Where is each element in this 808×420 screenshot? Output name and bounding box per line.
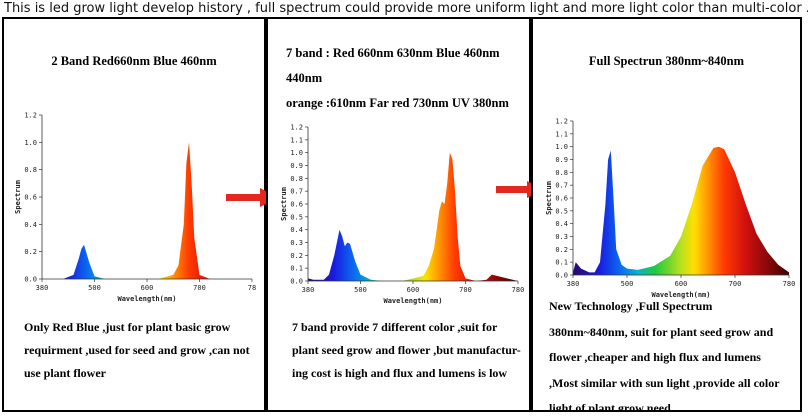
description-line: 7 band provide 7 different color ,suit f… [292,320,498,334]
y-tick-label: 0.5 [555,207,568,215]
y-tick-label: 0.2 [24,248,37,256]
y-tick-label: 0.6 [290,201,303,209]
panel-title-line: orange :610nm Far red 730nm UV 380nm [286,96,509,110]
y-tick-label: 0.3 [555,233,568,241]
x-tick-label: 600 [407,286,420,294]
y-tick-label: 0.9 [555,156,568,164]
x-tick-label: 380 [302,286,315,294]
y-tick-label: 1.2 [290,124,303,132]
y-tick-label: 1.1 [290,136,303,144]
y-tick-label: 1.0 [555,143,568,151]
y-tick-label: 0.4 [290,226,303,234]
y-tick-label: 0.6 [555,195,568,203]
y-tick-label: 0.1 [290,265,303,273]
y-tick-label: 1.0 [290,149,303,157]
description-line: New Technology ,Full Spectrum [549,299,713,313]
y-tick-label: 0.0 [555,272,568,280]
y-tick-label: 0.7 [290,188,303,196]
headline: This is led grow light develop history ,… [4,1,808,16]
y-tick-label: 0.8 [290,175,303,183]
y-tick-label: 0.7 [555,182,568,190]
x-tick-label: 380 [36,284,49,292]
spectrum-chart-svg: 0.0 0.2 0.4 0.6 0.8 1.0 1.2 380 500 600 700 78 Wavel… [14,112,256,304]
description-line: ,Most similar with sun light ,provide al… [549,375,780,390]
description-line: ing cost is high and flux and lumens is … [292,366,508,380]
y-tick-label: 0.2 [555,246,568,254]
description-line: plant seed grow and flower ,but manufact… [292,343,521,357]
x-tick-label: 78 [248,284,256,292]
x-tick-label: 700 [729,280,742,288]
x-tick-label: 500 [88,284,101,292]
y-axis-label: Spectrum [280,187,288,221]
y-tick-label: 1.2 [24,112,37,120]
x-tick-label: 600 [141,284,154,292]
spectrum-chart-3: 0.0 0.1 0.2 0.3 0.4 0.5 0.6 0.7 0.8 0.9 1.0 1.1 1.2 3… [539,105,797,305]
y-tick-label: 0.0 [24,276,37,284]
panel-2-band: 2 Band Red660nm Blue 460nm 0.0 0.2 0.4 0.6 0… [2,17,266,412]
y-tick-label: 0.4 [24,221,37,229]
y-tick-label: 1.2 [555,118,568,126]
y-tick-label: 0.4 [555,220,568,228]
x-axis-label: Wavelength(nm) [383,297,442,305]
panel-title-line: Full Spectrun 380nm~840nm [588,54,745,68]
y-axis-label: Spectrum [14,180,22,214]
spectrum-chart-2: 0.0 0.1 0.2 0.3 0.4 0.5 0.6 0.7 0.8 0.9 1.0 1.1 1.2 3… [274,111,526,311]
y-tick-label: 0.6 [24,194,37,202]
description-line: light of plant grow need . [549,401,677,412]
x-tick-label: 700 [459,286,472,294]
panel-title-line: 2 Band Red660nm Blue 460nm [51,54,217,68]
y-tick-label: 1.1 [555,130,568,138]
y-tick-label: 0.8 [24,166,37,174]
spectrum-area [573,146,789,275]
x-tick-label: 780 [783,280,796,288]
y-tick-label: 0.0 [290,278,303,286]
x-tick-label: 500 [354,286,367,294]
panel-description: 7 band provide 7 different color ,suit f… [292,316,521,385]
x-axis-label: Wavelength(nm) [117,295,176,303]
panel-description: New Technology ,Full Spectrum 380nm~840n… [549,294,780,412]
y-tick-label: 0.3 [290,239,303,247]
y-tick-label: 0.1 [555,259,568,267]
panel-title: 7 band : Red 660nm 630nm Blue 460nm 440n… [286,41,529,116]
y-axis-label: Spectrum [545,181,553,215]
spectrum-chart-svg: 0.0 0.1 0.2 0.3 0.4 0.5 0.6 0.7 0.8 0.9 1.0 1.1 1.2 3… [280,124,525,306]
x-tick-label: 600 [675,280,688,288]
description-line: 380nm~840nm, suit for plant seed grow an… [549,324,774,339]
y-tick-label: 0.2 [290,252,303,260]
y-tick-label: 0.9 [290,162,303,170]
x-tick-label: 500 [621,280,634,288]
panel-full-spectrum: Full Spectrun 380nm~840nm 0.0 0.1 0.2 0.3 0.… [531,17,802,412]
panel-title: 2 Band Red660nm Blue 460nm [4,54,264,69]
panel-title-line: 7 band : Red 660nm 630nm Blue 460nm 440n… [286,46,500,85]
description-line: flower ,cheaper and high flux and lumens [549,350,761,364]
spectrum-area [308,152,518,281]
description-line: Only Red Blue ,just for plant basic grow [24,320,231,334]
description-line: requirment ,used for seed and grow ,can … [24,343,250,357]
panel-title: Full Spectrun 380nm~840nm [533,54,800,69]
x-tick-label: 700 [193,284,206,292]
y-tick-label: 0.8 [555,169,568,177]
x-axis-label: Wavelength(nm) [651,291,710,299]
description-line: use plant flower [24,366,106,380]
x-tick-label: 380 [567,280,580,288]
panel-description: Only Red Blue ,just for plant basic grow… [24,316,250,385]
y-tick-label: 1.0 [24,139,37,147]
panel-7-band: 7 band : Red 660nm 630nm Blue 460nm 440n… [266,17,531,412]
spectrum-chart-1: 0.0 0.2 0.4 0.6 0.8 1.0 1.2 380 500 600 700 78 Wavel… [10,101,260,311]
spectrum-area [42,142,252,279]
spectrum-chart-svg: 0.0 0.1 0.2 0.3 0.4 0.5 0.6 0.7 0.8 0.9 1.0 1.1 1.2 3… [545,118,796,300]
x-tick-label: 780 [512,286,525,294]
y-tick-label: 0.5 [290,213,303,221]
